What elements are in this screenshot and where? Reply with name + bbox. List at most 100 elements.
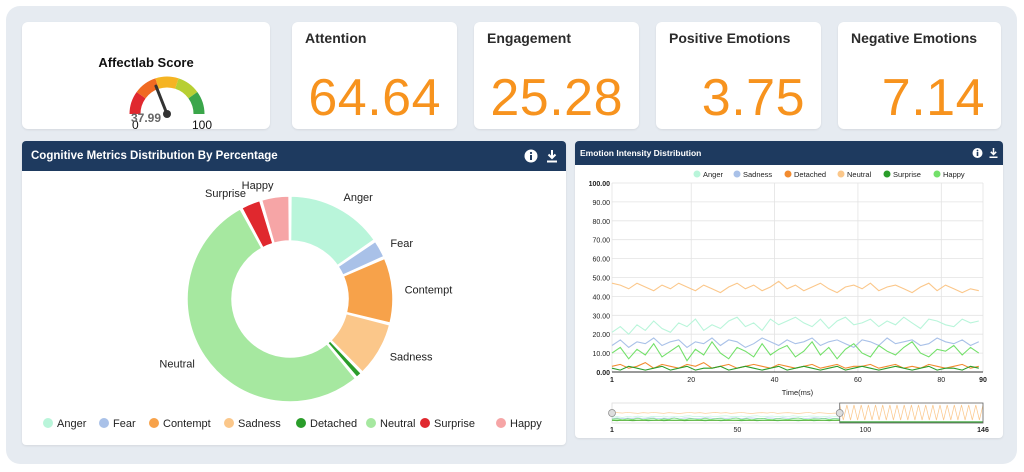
legend-label: Sadness — [238, 418, 281, 430]
legend-marker — [883, 170, 891, 178]
legend-marker — [933, 170, 941, 178]
y-tick-label: 90.00 — [592, 200, 610, 207]
kpi-card-positive-emotions: Positive Emotions 3.75 — [656, 22, 821, 129]
legend-label: Detached — [794, 170, 826, 179]
affectlab-score-card: Affectlab Score 0 100 37.99 — [22, 22, 270, 129]
panel-header: Emotion Intensity Distribution — [575, 141, 1003, 165]
donut-chart: Anger Fear Contempt Sadness Neutral Surprise H… — [43, 180, 542, 430]
navigator-line — [611, 415, 840, 418]
download-icon[interactable] — [989, 148, 998, 159]
x-tick-label: 90 — [979, 377, 987, 384]
legend-label: Anger — [703, 170, 724, 179]
score-value: 37.99 — [130, 111, 162, 125]
legend-marker — [733, 170, 741, 178]
panel-header: Cognitive Metrics Distribution By Percen… — [22, 141, 566, 171]
legend-label: Surprise — [434, 418, 475, 430]
kpi-value: 64.64 — [308, 69, 441, 127]
navigator-handle — [835, 409, 844, 417]
slice-label: Fear — [390, 238, 413, 250]
legend-marker — [693, 170, 701, 178]
kpi-title: Positive Emotions — [669, 30, 791, 46]
slice-label: Sadness — [390, 351, 433, 363]
emotion-line-chart: Anger Sadness Detached Neutral Surprise Happy… — [589, 170, 989, 434]
x-axis-label: Time(ms) — [782, 388, 814, 397]
y-tick-label: 80.00 — [592, 219, 610, 226]
cognitive-metrics-panel: Cognitive Metrics Distribution By Percen… — [22, 141, 566, 445]
gauge-max-label: 100 — [192, 118, 212, 129]
series-line-anger — [611, 316, 979, 335]
kpi-card-negative-emotions: Negative Emotions 7.14 — [838, 22, 1001, 129]
gauge-min-label: 0 — [132, 118, 139, 129]
legend-label: Happy — [943, 170, 965, 179]
legend-marker — [420, 418, 430, 428]
y-tick-label: 10.00 — [592, 351, 610, 358]
kpi-title: Engagement — [487, 30, 572, 46]
legend-marker — [43, 418, 53, 428]
navigator-line — [839, 404, 984, 421]
navigator-line — [611, 412, 840, 414]
y-tick-label: 20.00 — [592, 332, 610, 339]
emotion-intensity-panel: Emotion Intensity Distribution Anger Sadn… — [575, 141, 1003, 438]
panel-title: Cognitive Metrics Distribution By Percen… — [31, 150, 278, 162]
legend-marker — [837, 170, 845, 178]
y-tick-label: 70.00 — [592, 238, 610, 245]
donut-slice-detached — [326, 339, 363, 379]
x-tick-label: 80 — [937, 377, 945, 384]
kpi-card-attention: Attention 64.64 — [292, 22, 457, 129]
slice-label: Surprise — [205, 188, 246, 200]
y-tick-label: 0.00 — [596, 370, 610, 377]
donut-slice-contempt — [342, 257, 394, 324]
donut-slice-surprise — [240, 199, 274, 249]
kpi-value: 3.75 — [701, 69, 805, 127]
series-line-happy — [611, 340, 980, 362]
legend-label: Contempt — [163, 418, 211, 430]
x-tick-label: 40 — [771, 377, 779, 384]
navigator-handle — [608, 409, 616, 417]
legend-marker — [99, 418, 109, 428]
y-tick-label: 40.00 — [592, 294, 610, 301]
gauge-needle-hub — [163, 110, 171, 118]
legend-label: Happy — [510, 418, 542, 430]
gauge-arc-segments — [129, 76, 205, 115]
legend-label: Detached — [310, 418, 357, 430]
download-icon[interactable] — [546, 149, 558, 163]
legend-marker — [366, 418, 376, 428]
donut-slice-sadness — [329, 312, 391, 374]
kpi-value: 7.14 — [881, 69, 985, 127]
legend-label: Neutral — [847, 170, 872, 179]
legend-label: Surprise — [893, 170, 921, 179]
legend-marker — [224, 418, 234, 428]
series-line-neutral — [611, 280, 979, 294]
gauge-segment — [129, 91, 146, 115]
navigator-tick-label: 50 — [733, 427, 741, 434]
navigator-tick-label: 146 — [977, 427, 989, 434]
score-title: Affectlab Score — [98, 55, 194, 70]
slice-label: Neutral — [159, 359, 194, 371]
x-tick-label: 60 — [854, 377, 862, 384]
donut-slice-anger — [289, 195, 376, 267]
series-line-sadness — [611, 337, 980, 349]
x-tick-label: 20 — [687, 377, 695, 384]
navigator-tick-label: 100 — [859, 427, 871, 434]
score-gauge: 0 100 — [129, 76, 212, 129]
legend-label: Neutral — [380, 418, 415, 430]
legend-label: Sadness — [743, 170, 772, 179]
legend-marker — [784, 170, 792, 178]
kpi-title: Attention — [305, 30, 367, 46]
y-tick-label: 100.00 — [589, 181, 611, 188]
legend-marker — [296, 418, 306, 428]
series-line-surprise — [611, 365, 979, 371]
info-icon[interactable] — [972, 148, 983, 159]
legend-label: Fear — [113, 418, 136, 430]
gauge-segment — [136, 78, 160, 99]
legend-label: Anger — [57, 418, 87, 430]
info-icon[interactable] — [524, 149, 538, 163]
slice-label: Contempt — [405, 284, 453, 296]
x-tick-label: 1 — [610, 377, 614, 384]
donut-slice-happy — [260, 195, 291, 245]
y-tick-label: 60.00 — [592, 257, 610, 264]
slice-label: Anger — [343, 192, 373, 204]
y-tick-label: 30.00 — [592, 313, 610, 320]
legend-marker — [149, 418, 159, 428]
gauge-segment — [174, 78, 198, 99]
